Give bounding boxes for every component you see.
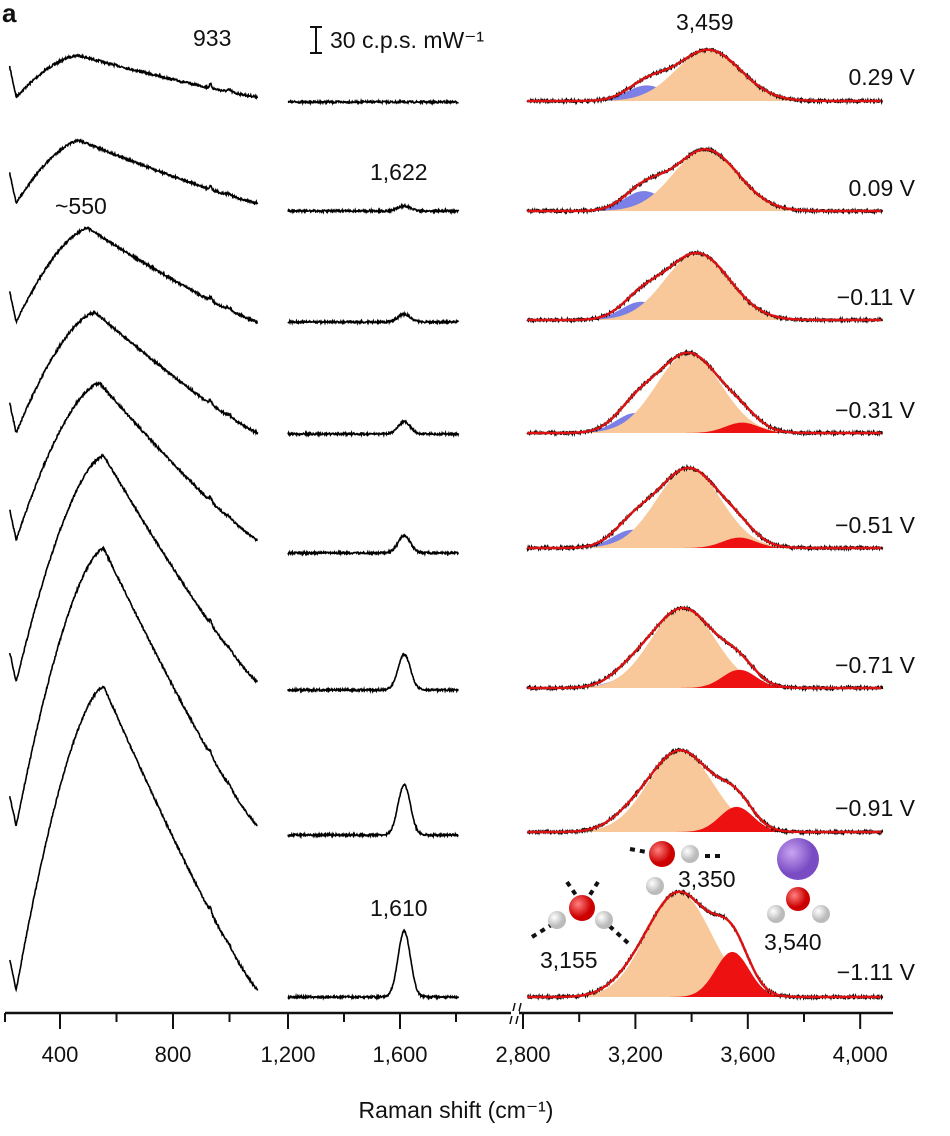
fit-curve (527, 48, 882, 103)
component-3350-fill (551, 253, 833, 320)
spectrum-low-trace (8, 53, 259, 100)
spectrum-bend-trace (287, 310, 460, 326)
x-tick-label: 2,800 (495, 1042, 550, 1067)
spectrum-low-trace (8, 685, 259, 993)
annotation-3350: 3,350 (678, 866, 736, 892)
x-tick-label: 3,600 (720, 1042, 775, 1067)
spectrum-bend-trace (287, 782, 459, 840)
fit-curve (527, 749, 882, 834)
component-3350-fill (551, 750, 833, 832)
voltage-labels: 0.29 V 0.09 V −0.11 V −0.31 V −0.51 V −0.71 V… (835, 64, 916, 985)
spectrum-low-trace (8, 545, 258, 827)
voltage-label: 0.29 V (849, 64, 916, 90)
annotation-1622: 1,622 (370, 159, 428, 185)
spectrum-low-trace (8, 309, 259, 436)
annotation-1610: 1,610 (370, 895, 428, 921)
water-molecule-3155-icon (530, 880, 630, 945)
spectrum-low-trace (8, 381, 258, 543)
x-tick-label: 800 (155, 1042, 192, 1067)
cation-water-icon (767, 838, 830, 923)
spectrum-low-trace (8, 453, 259, 684)
voltage-label: −0.31 V (835, 397, 916, 423)
annotation-550: ~550 (55, 193, 107, 219)
panel-label: a (2, 0, 17, 28)
water-molecule-3350-icon (629, 841, 725, 895)
spectrum-low-trace (8, 226, 259, 325)
voltage-label: 0.09 V (849, 175, 916, 201)
spectrum-bend-trace (287, 533, 460, 557)
component-3155-fill (551, 191, 833, 211)
x-tick-label: 4,000 (833, 1042, 888, 1067)
spectrum-bend-trace (287, 97, 459, 106)
component-3350-fill (551, 468, 833, 548)
fit-curve (527, 466, 882, 550)
voltage-label: −1.11 V (837, 959, 916, 985)
x-tick-label: 1,600 (372, 1042, 427, 1067)
component-3350-fill (551, 353, 833, 433)
fit-curve (527, 251, 882, 322)
component-3350-fill (551, 892, 833, 997)
x-tick-label: 1,200 (260, 1042, 315, 1067)
component-3155-fill (551, 301, 833, 320)
fit-curve (527, 148, 882, 213)
x-axis-label: Raman shift (cm⁻¹) (359, 1097, 554, 1123)
component-3540-fill (551, 806, 833, 832)
component-3350-fill (551, 149, 833, 211)
component-3350-fill (551, 608, 833, 688)
fit-curve (527, 890, 882, 999)
voltage-label: −0.51 V (835, 512, 916, 538)
spectrum-low-trace (8, 138, 259, 206)
annotation-3459: 3,459 (676, 9, 734, 35)
spectrum-bend-trace (287, 418, 460, 439)
x-tick-label: 400 (42, 1042, 79, 1067)
voltage-label: −0.11 V (837, 284, 916, 310)
scale-bar-label: 30 c.p.s. mW⁻¹ (330, 27, 484, 53)
traces (8, 47, 884, 1001)
x-axis: Raman shift (cm⁻¹) 400 800 1,200 1,600 2,800… (4, 1002, 893, 1123)
component-3540-fill (551, 537, 833, 548)
annotation-3155: 3,155 (540, 947, 598, 973)
voltage-label: −0.91 V (835, 795, 916, 821)
fit-curve (527, 351, 882, 435)
spectrum-bend-trace (287, 928, 460, 1001)
annotation-3540: 3,540 (764, 929, 822, 955)
x-tick-label: 3,200 (608, 1042, 663, 1067)
scale-bar: 30 c.p.s. mW⁻¹ (310, 26, 484, 54)
spectrum-bend-trace (287, 652, 459, 695)
fit-curve (527, 606, 882, 690)
voltage-label: −0.71 V (835, 652, 916, 678)
annotation-933: 933 (193, 25, 231, 51)
component-3155-fill (551, 85, 833, 101)
component-3540-fill (551, 669, 833, 688)
spectrum-bend-trace (287, 202, 460, 216)
component-3540-fill (551, 422, 833, 433)
